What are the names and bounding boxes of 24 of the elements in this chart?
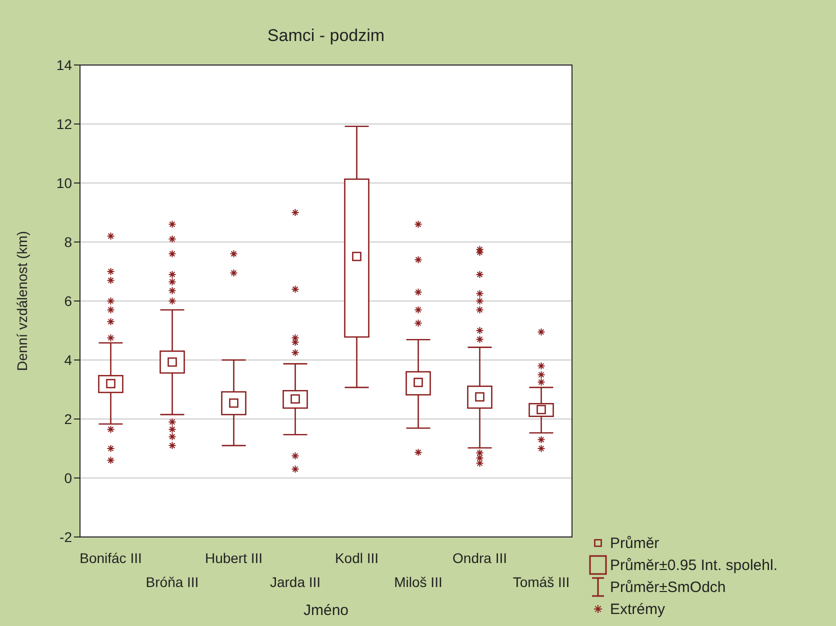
- y-tick-label: -2: [60, 528, 72, 545]
- y-tick-label: 4: [64, 352, 72, 368]
- y-tick-label: 12: [56, 116, 72, 132]
- y-tick-label: 2: [64, 410, 72, 427]
- y-tick-label: 0: [64, 470, 72, 486]
- x-tick-label: Kodl III: [334, 550, 379, 566]
- x-tick-label: Miloš III: [394, 574, 442, 590]
- x-tick-label: Ondra III: [452, 550, 507, 566]
- chart-title: Samci - podzim: [266, 26, 386, 46]
- x-tick-label: Bróňa III: [146, 574, 199, 590]
- y-axis-title: Denní vzdálenost (km): [14, 230, 30, 372]
- text: Extrémy: [610, 600, 666, 618]
- x-tick-label: Jarda III: [270, 574, 321, 590]
- text: Průměr: [610, 534, 660, 552]
- y-tick-label: 10: [56, 174, 72, 191]
- y-tick-label: 8: [64, 234, 72, 250]
- y-tick-label: 6: [64, 292, 72, 309]
- text: Průměr±0.95 Int. spolehl.: [610, 556, 778, 574]
- text: Průměr±SmOdch: [610, 578, 726, 596]
- x-tick-label: Bonifác III: [80, 550, 142, 566]
- x-tick-label: Hubert III: [204, 550, 263, 566]
- x-axis-title: Jméno: [303, 602, 349, 619]
- x-tick-label: Tomáš III: [512, 574, 570, 590]
- y-tick-label: 14: [56, 56, 72, 73]
